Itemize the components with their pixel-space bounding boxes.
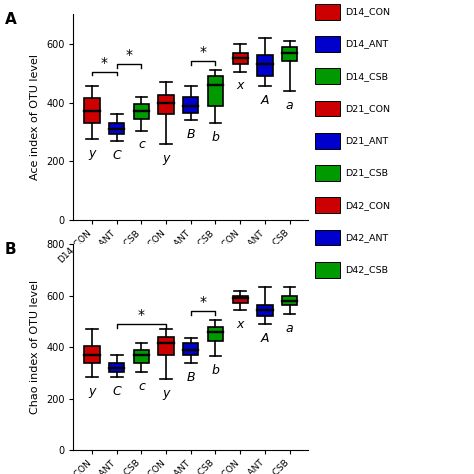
Bar [84,346,100,363]
Text: A: A [5,12,17,27]
Text: B: B [186,371,195,383]
Bar [208,327,223,341]
Text: b: b [211,131,219,144]
Bar [109,123,124,134]
Bar [233,53,248,64]
Text: *: * [138,308,145,322]
Text: c: c [138,138,145,151]
Bar [257,305,273,316]
Bar [158,95,174,114]
Bar [158,337,174,355]
Bar [282,46,297,61]
Bar [84,98,100,123]
Text: *: * [101,56,108,70]
Text: *: * [200,295,207,309]
Text: B: B [186,128,195,141]
Text: D14_ANT: D14_ANT [346,40,389,48]
Bar [282,296,297,305]
Bar [134,350,149,363]
Bar [109,363,124,372]
Text: y: y [88,385,96,398]
Text: b: b [211,364,219,377]
Text: y: y [163,152,170,164]
Text: y: y [163,387,170,400]
Text: C: C [112,385,121,398]
Text: D21_CSB: D21_CSB [346,169,389,177]
Text: D21_ANT: D21_ANT [346,137,389,145]
Text: x: x [237,318,244,331]
Text: A: A [261,94,269,107]
Text: D42_CON: D42_CON [346,201,391,210]
Text: *: * [200,46,207,60]
Bar [257,55,273,76]
Bar [233,296,248,303]
Text: D42_CSB: D42_CSB [346,265,389,274]
Bar [183,97,199,113]
Y-axis label: Ace index of OTU level: Ace index of OTU level [30,55,40,180]
Text: D42_ANT: D42_ANT [346,233,389,242]
Text: y: y [88,147,96,160]
Text: x: x [237,80,244,92]
Bar [134,104,149,119]
Text: D14_CSB: D14_CSB [346,72,389,81]
Bar [208,76,223,106]
Bar [183,343,199,355]
Text: B: B [5,242,17,257]
Y-axis label: Chao index of OTU level: Chao index of OTU level [30,280,40,414]
Text: a: a [286,99,293,112]
Text: D21_CON: D21_CON [346,104,391,113]
Text: D14_CON: D14_CON [346,8,391,16]
Text: *: * [126,48,133,63]
Text: A: A [261,332,269,345]
Text: a: a [286,321,293,335]
Text: C: C [112,149,121,162]
Text: c: c [138,380,145,392]
